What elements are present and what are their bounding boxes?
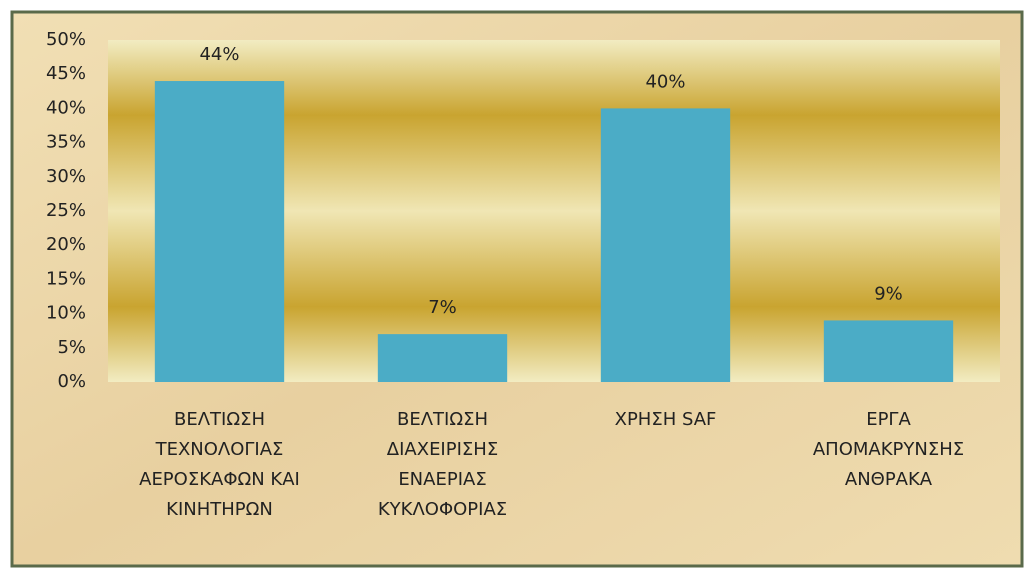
value-label: 9% (874, 283, 903, 304)
y-tick-label: 40% (46, 97, 86, 118)
y-tick-label: 30% (46, 166, 86, 187)
bar (600, 108, 731, 383)
x-tick-label-line: ΚΥΚΛΟΦΟΡΙΑΣ (378, 499, 507, 520)
x-tick-label-line: ΑΝΘΡΑΚΑ (845, 469, 933, 490)
y-tick-label: 0% (57, 371, 86, 392)
bar (823, 320, 954, 382)
x-tick-label-line: ΔΙΑΧΕΙΡΙΣΗΣ (387, 439, 498, 460)
x-tick-label-line: ΤΕΧΝΟΛΟΓΙΑΣ (155, 439, 284, 460)
value-label: 44% (199, 44, 239, 65)
y-tick-label: 15% (46, 268, 86, 289)
x-tick-label-line: ΕΡΓΑ (866, 409, 911, 430)
x-tick-label: ΒΕΛΤΙΩΣΗ ΤΕΧΝΟΛΟΓΙΑΣ ΑΕΡΟΣΚΑΦΩΝ ΚΑΙ ΚΙΝΗΤΗΡ… (139, 409, 300, 520)
x-tick-label: ΧΡΗΣΗ SAF (615, 409, 717, 430)
y-tick-label: 45% (46, 63, 86, 84)
value-label: 7% (428, 297, 457, 318)
y-tick-label: 10% (46, 303, 86, 324)
x-tick-label: ΒΕΛΤΙΩΣΗ ΔΙΑΧΕΙΡΙΣΗΣ ΕΝΑΕΡΙΑΣ ΚΥΚΛΟΦΟΡΙΑΣ (378, 409, 507, 520)
x-tick-label-line: ΚΙΝΗΤΗΡΩΝ (166, 499, 273, 520)
y-tick-label: 5% (57, 337, 86, 358)
x-tick-label-line: ΑΠΟΜΑΚΡΥΝΣΗΣ (813, 439, 964, 460)
x-tick-label-line: ΕΝΑΕΡΙΑΣ (398, 469, 486, 490)
y-tick-label: 25% (46, 200, 86, 221)
y-tick-label: 20% (46, 234, 86, 255)
bar (377, 334, 508, 382)
value-label: 40% (645, 71, 685, 92)
x-tick-label: ΕΡΓΑ ΑΠΟΜΑΚΡΥΝΣΗΣ ΑΝΘΡΑΚΑ (813, 409, 964, 490)
bar (154, 81, 285, 382)
x-tick-label-line: ΒΕΛΤΙΩΣΗ (397, 409, 488, 430)
x-tick-label-line: ΑΕΡΟΣΚΑΦΩΝ ΚΑΙ (139, 469, 300, 490)
x-tick-label-line: ΒΕΛΤΙΩΣΗ (174, 409, 265, 430)
x-tick-label-line: ΧΡΗΣΗ SAF (615, 409, 717, 430)
y-tick-label: 50% (46, 29, 86, 50)
y-tick-label: 35% (46, 132, 86, 153)
